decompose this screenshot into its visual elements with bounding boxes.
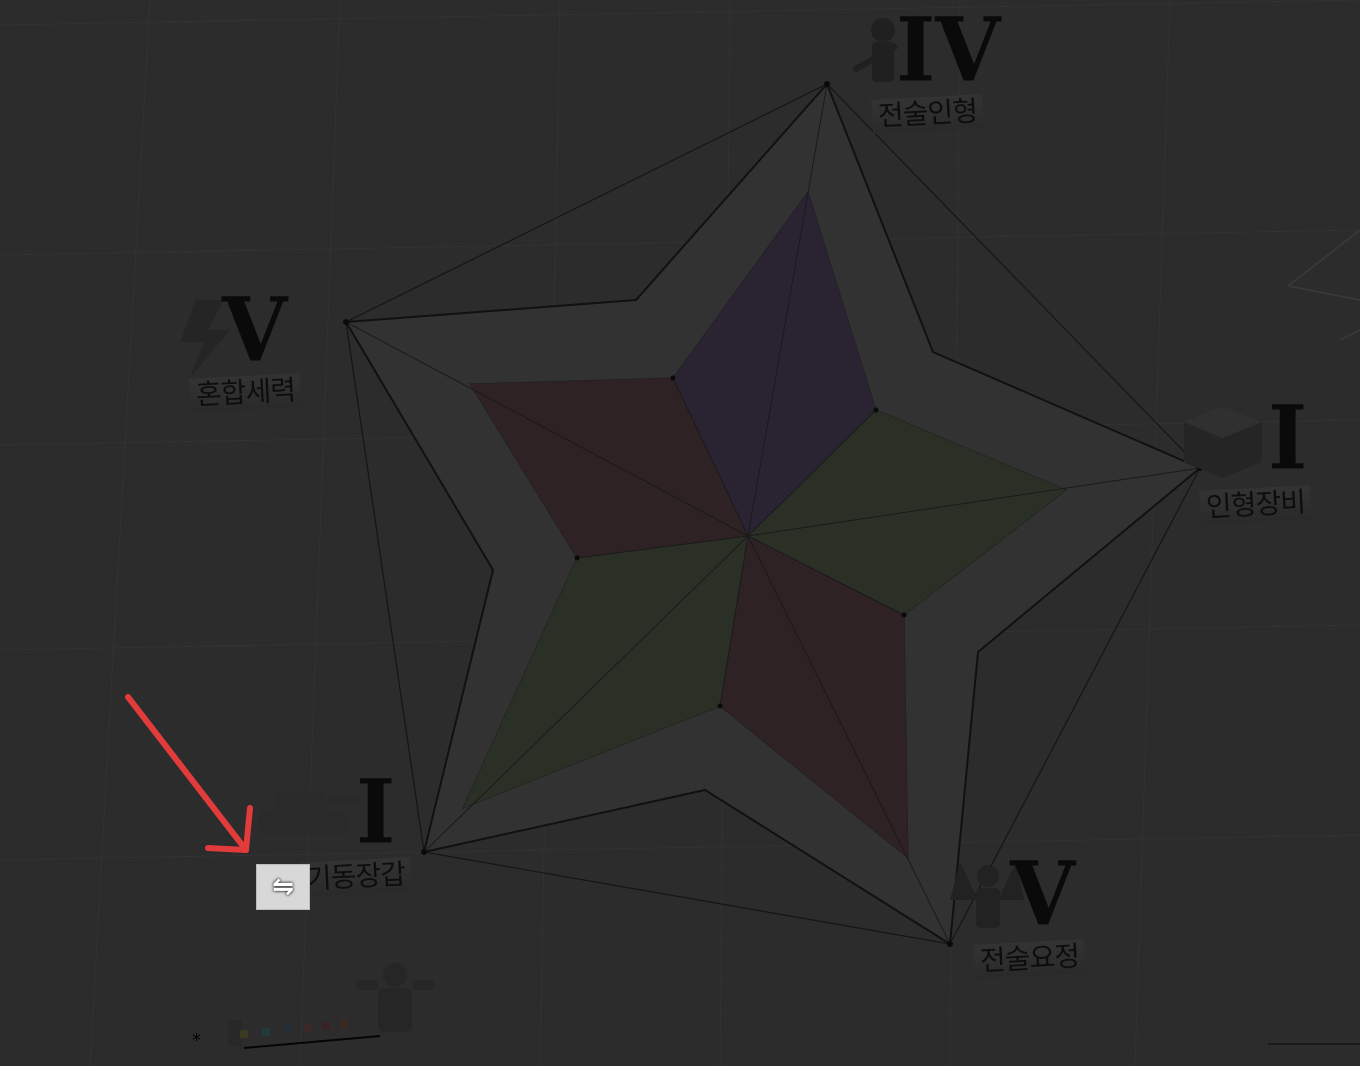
axis-grade-fairy: V — [1010, 841, 1076, 946]
radar-petals — [463, 192, 1066, 858]
axis-label-equipment: 인형장비 — [1199, 485, 1312, 525]
axis-label-tactical-doll: 전술인형 — [871, 94, 984, 134]
footnote-asterisk: * — [192, 1030, 201, 1051]
petal-red-lower — [720, 536, 908, 858]
axis-label-armor: 기동장갑 — [299, 857, 412, 897]
axis-grade-tactical-doll: IV — [896, 0, 1001, 102]
axis-grade-armor: I — [356, 759, 396, 864]
axis-label-mixed: 혼합세력 — [189, 373, 302, 413]
lightning-icon — [180, 300, 230, 378]
neighbor-chart-fragment — [1286, 229, 1360, 341]
petal-purple — [673, 192, 876, 536]
axis-grade-mixed: V — [222, 277, 288, 382]
axis-label-fairy: 전술요정 — [973, 939, 1086, 979]
petal-green-left — [463, 536, 748, 808]
footer-legend — [228, 1020, 1360, 1049]
axis-grade-equipment: I — [1268, 385, 1308, 490]
swap-arrows-icon[interactable]: ⇋ — [256, 864, 310, 910]
annotation-arrow — [125, 694, 253, 853]
strength-icon — [356, 963, 434, 1032]
petal-red-upper — [470, 378, 748, 558]
radar-spokes — [345, 83, 1201, 945]
fairy-icon — [950, 862, 1024, 928]
tdoll-rifle-icon — [851, 18, 899, 82]
tank-icon — [258, 792, 360, 834]
equipment-box-icon — [1184, 406, 1262, 478]
